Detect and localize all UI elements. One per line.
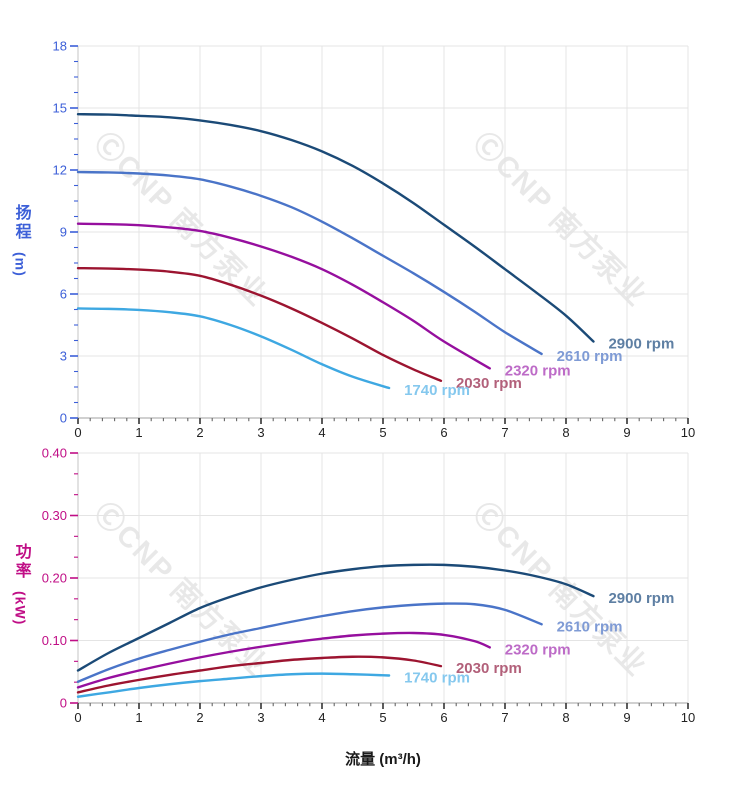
curve-2030-rpm [76, 655, 443, 694]
y-tick-label: 0.20 [42, 571, 67, 586]
curve-1740-rpm [76, 307, 391, 390]
curve-2610-rpm [76, 602, 543, 683]
curve-1740-rpm [76, 672, 391, 698]
curve-2320-rpm [76, 631, 491, 689]
curve-label-2610-rpm: 2610 rpm [557, 348, 623, 365]
x-tick-label: 5 [379, 425, 386, 440]
flow-x-axis-title: 流量 (m³/h) [345, 751, 421, 768]
y-tick-label: 15 [53, 101, 67, 116]
head-y-axis-title: 扬程 (m) [12, 204, 30, 277]
power-y-axis-title: 功率 (kW) [12, 543, 30, 625]
x-tick-label: 9 [623, 425, 630, 440]
y-tick-label: 0 [60, 696, 67, 711]
x-tick-label: 2 [196, 425, 203, 440]
power-axis-cjk-label: 功率 [12, 543, 30, 581]
x-tick-label: 10 [681, 710, 695, 725]
curve-2900-rpm [76, 113, 595, 343]
x-tick-label: 2 [196, 710, 203, 725]
curve-label-2610-rpm: 2610 rpm [557, 618, 623, 635]
curve-label-2320-rpm: 2320 rpm [505, 362, 571, 379]
y-tick-label: 0.10 [42, 633, 67, 648]
x-tick-label: 6 [440, 710, 447, 725]
curve-2610-rpm [76, 170, 543, 356]
x-tick-label: 4 [318, 710, 325, 725]
y-tick-label: 9 [60, 225, 67, 240]
curve-2320-rpm [76, 222, 491, 370]
head-axis-cjk-label: 扬程 [12, 204, 30, 242]
x-tick-label: 4 [318, 425, 325, 440]
x-tick-label: 3 [257, 710, 264, 725]
curve-2900-rpm [76, 563, 595, 672]
head-axis-unit-label: (m) [12, 252, 29, 277]
curve-label-1740-rpm: 1740 rpm [404, 670, 470, 687]
x-tick-label: 5 [379, 710, 386, 725]
x-tick-label: 6 [440, 425, 447, 440]
curve-2030-rpm [76, 266, 443, 382]
curve-label-1740-rpm: 1740 rpm [404, 382, 470, 399]
curve-label-2900-rpm: 2900 rpm [608, 590, 674, 607]
curve-label-2030-rpm: 2030 rpm [456, 660, 522, 677]
x-tick-label: 0 [74, 710, 81, 725]
curve-label-2900-rpm: 2900 rpm [608, 336, 674, 353]
curve-label-2320-rpm: 2320 rpm [505, 641, 571, 658]
x-tick-label: 8 [562, 425, 569, 440]
y-tick-label: 18 [53, 39, 67, 54]
y-tick-label: 0.40 [42, 446, 67, 461]
x-tick-label: 7 [501, 425, 508, 440]
x-tick-label: 0 [74, 425, 81, 440]
x-tick-label: 10 [681, 425, 695, 440]
x-tick-label: 3 [257, 425, 264, 440]
x-tick-label: 8 [562, 710, 569, 725]
y-tick-label: 3 [60, 349, 67, 364]
y-tick-label: 12 [53, 163, 67, 178]
x-tick-label: 1 [135, 710, 142, 725]
curve-label-2030-rpm: 2030 rpm [456, 375, 522, 392]
power-axis-unit-label: (kW) [12, 591, 29, 626]
y-tick-label: 0.30 [42, 508, 67, 523]
y-tick-label: 6 [60, 287, 67, 302]
y-tick-label: 0 [60, 411, 67, 426]
x-tick-label: 7 [501, 710, 508, 725]
x-tick-label: 9 [623, 710, 630, 725]
x-tick-label: 1 [135, 425, 142, 440]
